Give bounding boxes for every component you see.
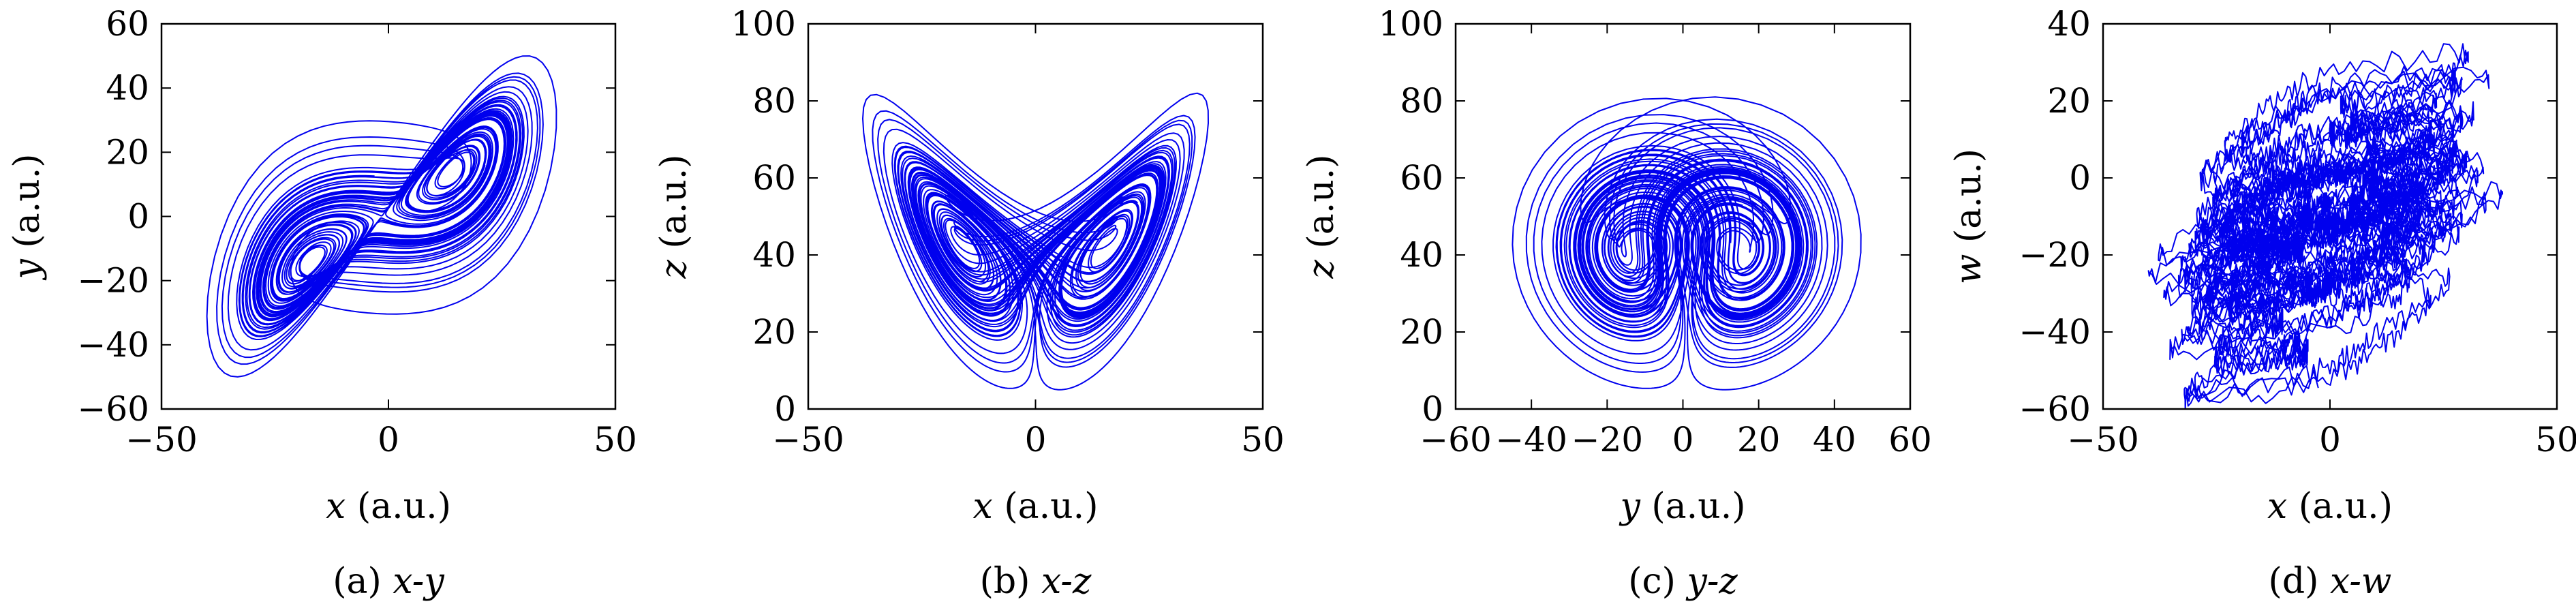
panel-c: −60 −40 −20 0 20 40 60 0 20 40 60 80 100 y (a.u.) z (a… (1301, 4, 1932, 602)
y-tick-label: 40 (2047, 4, 2091, 44)
y-tick-label: 80 (1400, 81, 1443, 121)
y-tick-label: 80 (752, 81, 796, 121)
panel-caption: (b) x-z (980, 561, 1092, 602)
x-tick-label: 50 (2535, 420, 2576, 459)
y-axis-label: z (a.u.) (654, 154, 694, 279)
y-axis-label: z (a.u.) (1301, 154, 1342, 279)
y-axis-label: y (a.u.) (7, 153, 48, 280)
y-axis-label: w (a.u.) (1948, 149, 1989, 284)
panel-caption: (a) x-y (333, 561, 444, 602)
trajectory-c (1512, 96, 1862, 391)
y-tick-label: 20 (106, 132, 149, 172)
x-tick-label: −50 (772, 420, 844, 459)
panel-a: −50 0 50 −60 −40 −20 0 20 40 60 x (a.u.) y (a.u.) (a… (7, 4, 637, 602)
x-tick-label: −20 (1571, 420, 1644, 459)
x-axis-label: x (a.u.) (326, 486, 451, 527)
x-tick-label: 0 (1672, 420, 1694, 459)
trajectory-b (862, 92, 1209, 391)
x-tick-label: 60 (1888, 420, 1932, 459)
y-tick-label: 0 (2069, 158, 2091, 198)
x-tick-label: −60 (1420, 420, 1492, 459)
y-tick-label: 20 (752, 312, 796, 352)
y-tick-label: 40 (106, 68, 149, 108)
x-tick-label: 0 (2319, 420, 2341, 459)
x-tick-label: −50 (2067, 420, 2139, 459)
axes-frame (160, 22, 617, 410)
y-tick-label: 0 (1422, 389, 1443, 429)
y-tick-label: 60 (1400, 158, 1443, 198)
x-tick-label: 40 (1813, 420, 1856, 459)
y-tick-label: 20 (1400, 312, 1443, 352)
y-tick-label: 60 (752, 158, 796, 198)
y-tick-label: 20 (2047, 81, 2091, 121)
y-tick-label: 60 (106, 4, 149, 44)
x-tick-label: 20 (1737, 420, 1781, 459)
y-tick-label: −40 (77, 325, 149, 365)
y-tick-label: 100 (1379, 4, 1443, 44)
series-line (1512, 96, 1862, 391)
x-axis-label: x (a.u.) (973, 486, 1099, 527)
y-tick-label: −20 (77, 261, 149, 301)
series-line (862, 92, 1209, 391)
x-tick-label: 0 (1025, 420, 1047, 459)
y-tick-label: 0 (774, 389, 796, 429)
y-tick-label: 100 (731, 4, 796, 44)
y-tick-label: −60 (77, 389, 149, 429)
y-tick-label: 40 (752, 235, 796, 275)
y-tick-label: 40 (1400, 235, 1443, 275)
y-tick-label: −20 (2019, 235, 2091, 275)
series-line (206, 55, 557, 378)
y-tick-label: −60 (2019, 389, 2091, 429)
x-tick-label: −50 (125, 420, 198, 459)
x-axis-label: x (a.u.) (2267, 486, 2393, 527)
panel-d: −50 0 50 −60 −40 −20 0 20 40 x (a.u.) w (a.u.) (d) … (1948, 4, 2576, 602)
panel-caption: (c) y-z (1628, 561, 1738, 602)
x-tick-label: 50 (1241, 420, 1285, 459)
x-tick-label: 50 (594, 420, 637, 459)
y-tick-label: −40 (2019, 312, 2091, 352)
trajectory-a (206, 55, 557, 378)
trajectory-d (2147, 43, 2504, 409)
y-tick-label: 0 (127, 197, 149, 237)
axes-frame (807, 22, 1264, 410)
panel-caption: (d) x-w (2269, 561, 2392, 602)
series-line (2147, 43, 2504, 409)
x-tick-label: −40 (1495, 420, 1567, 459)
x-axis-label: y (a.u.) (1619, 486, 1745, 527)
x-tick-label: 0 (378, 420, 399, 459)
